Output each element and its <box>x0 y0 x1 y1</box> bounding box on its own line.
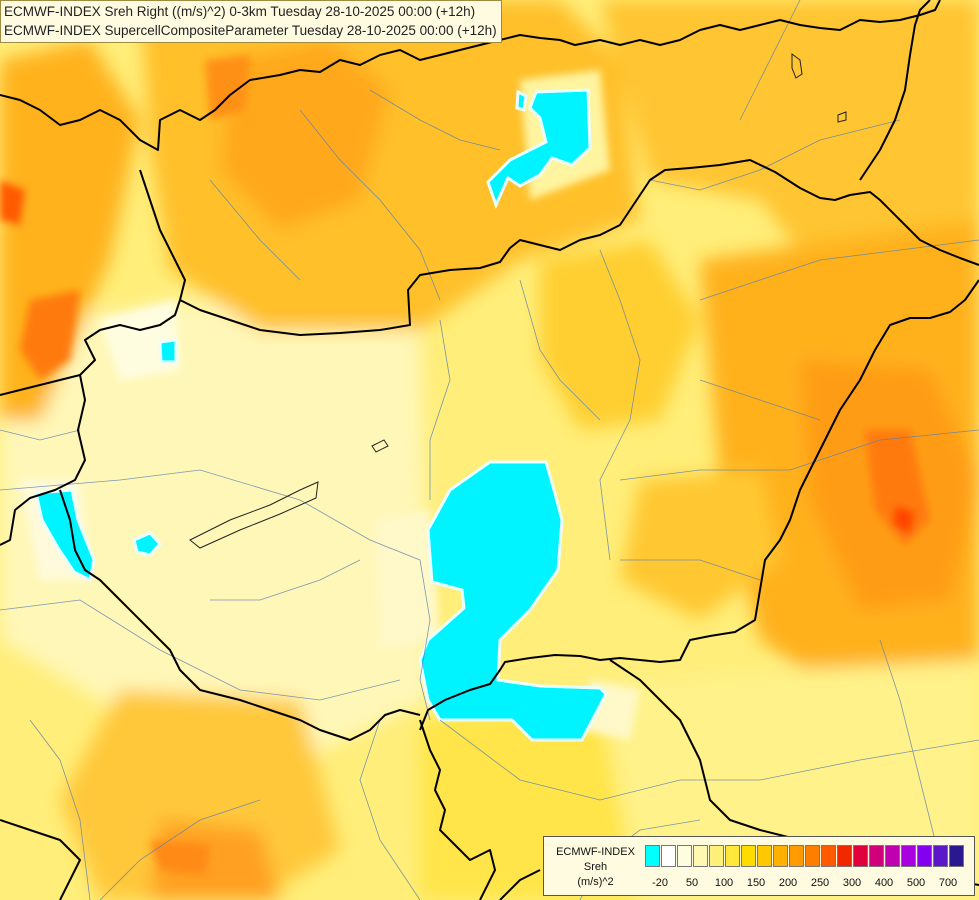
legend-tick-label: 150 <box>746 877 766 889</box>
legend-tick-label: 500 <box>906 877 926 889</box>
legend-tick-label: 300 <box>842 877 862 889</box>
legend-tick-label: 700 <box>938 877 958 889</box>
legend-swatch <box>885 845 900 867</box>
lakes <box>189 53 847 549</box>
legend-swatch <box>789 845 804 867</box>
legend-tick-label: -20 <box>652 877 668 889</box>
map-title-box: ECMWF-INDEX Sreh Right ((m/s)^2) 0-3km T… <box>0 0 502 43</box>
legend-label: ECMWF-INDEX Sreh (m/s)^2 <box>548 845 643 890</box>
legend-swatch <box>757 845 772 867</box>
legend-tick-label: 100 <box>714 877 734 889</box>
legend-swatch <box>837 845 852 867</box>
legend-unit: (m/s)^2 <box>577 876 614 888</box>
color-legend: ECMWF-INDEX Sreh (m/s)^2 -20 50 100 150 200 2… <box>543 836 975 896</box>
title-line-sreh: ECMWF-INDEX Sreh Right ((m/s)^2) 0-3km T… <box>4 4 476 19</box>
legend-swatch <box>661 845 676 867</box>
legend-swatch <box>917 845 932 867</box>
legend-variable: Sreh <box>583 861 608 873</box>
legend-swatch <box>805 845 820 867</box>
legend-tick-label: 200 <box>778 877 798 889</box>
legend-swatch <box>869 845 884 867</box>
legend-swatch <box>725 845 740 867</box>
legend-swatch <box>773 845 788 867</box>
legend-swatch <box>693 845 708 867</box>
legend-swatch <box>645 845 660 867</box>
legend-tick-label: 250 <box>810 877 830 889</box>
legend-swatch <box>949 845 964 867</box>
legend-swatch <box>741 845 756 867</box>
legend-tick-label: 400 <box>874 877 894 889</box>
legend-swatch <box>853 845 868 867</box>
legend-swatch <box>677 845 692 867</box>
legend-swatch <box>709 845 724 867</box>
title-line-scp: ECMWF-INDEX SupercellCompositeParameter … <box>4 23 497 38</box>
legend-swatch <box>821 845 836 867</box>
legend-swatch <box>901 845 916 867</box>
legend-tick-label: 50 <box>685 877 699 889</box>
legend-swatch <box>933 845 948 867</box>
legend-source: ECMWF-INDEX <box>556 846 635 858</box>
